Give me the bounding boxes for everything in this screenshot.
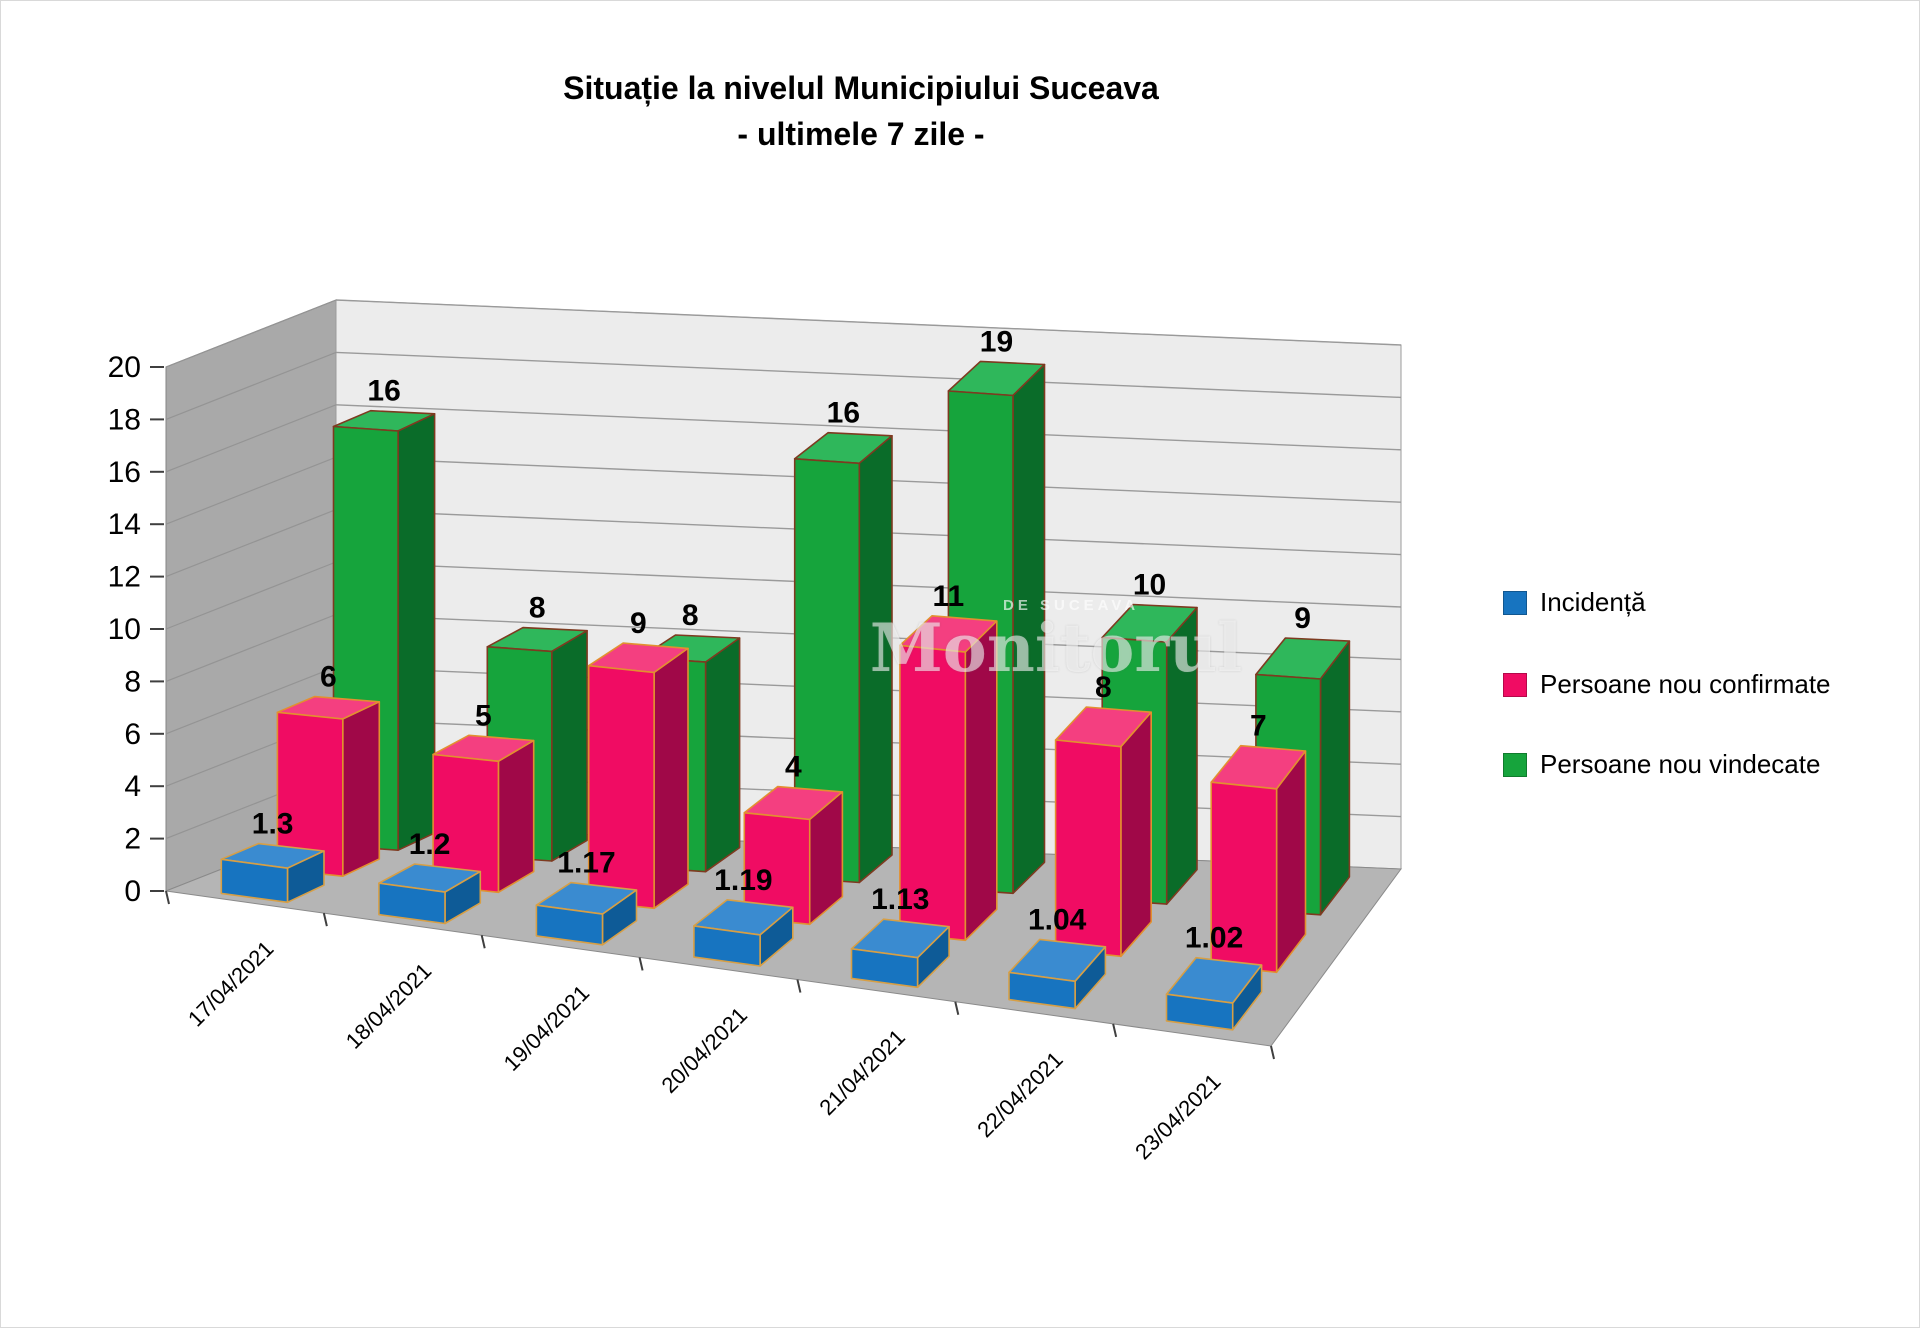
x-axis-label-21/04/2021: 21/04/2021: [814, 1025, 910, 1121]
bar-front-Incidență-20/04/2021: [693, 925, 761, 967]
bar-label-Persoane nou confirmate-20/04/2021: 4: [785, 751, 802, 784]
bar-front-Incidență-18/04/2021: [378, 882, 446, 925]
x-tick: [165, 890, 170, 905]
bar-label-Incidență-22/04/2021: 1.04: [1028, 903, 1087, 936]
bar-label-Persoane nou vindecate-23/04/2021: 9: [1294, 602, 1311, 635]
bar-front-Incidență-17/04/2021: [220, 858, 289, 904]
chart-title-line1: Situație la nivelul Municipiului Suceava: [563, 70, 1159, 106]
legend-label-confirmate: Persoane nou confirmate: [1540, 669, 1831, 699]
bar-label-Persoane nou confirmate-23/04/2021: 7: [1250, 710, 1267, 743]
bar-label-Persoane nou vindecate-19/04/2021: 8: [682, 599, 699, 632]
y-axis-label: 12: [108, 561, 141, 594]
bar-label-Incidență-18/04/2021: 1.2: [409, 828, 451, 861]
y-axis-label: 14: [108, 508, 141, 541]
bar-side-Persoane nou vindecate-19/04/2021: [704, 637, 741, 873]
bar-side-Persoane nou vindecate-21/04/2021: [1012, 363, 1046, 895]
x-tick: [1270, 1045, 1275, 1060]
y-axis-label: 18: [108, 403, 141, 436]
bar-side-Persoane nou confirmate-18/04/2021: [497, 739, 535, 894]
gridline-side: [165, 666, 337, 735]
bar-side-Persoane nou vindecate-20/04/2021: [858, 434, 893, 884]
bar-side-Persoane nou confirmate-19/04/2021: [653, 647, 689, 910]
gridline-side: [165, 456, 337, 525]
bar-front-Incidență-22/04/2021: [1008, 971, 1076, 1010]
y-axis-label: 0: [124, 875, 141, 908]
bar-side-Persoane nou vindecate-17/04/2021: [397, 412, 436, 852]
legend-item-confirmate: Persoane nou confirmate: [1503, 669, 1831, 700]
bar-label-Incidență-21/04/2021: 1.13: [871, 883, 929, 916]
bar-front-Incidență-21/04/2021: [850, 947, 919, 989]
bar-label-Incidență-19/04/2021: 1.17: [557, 847, 615, 880]
bar-label-Persoane nou confirmate-22/04/2021: 8: [1095, 671, 1112, 704]
x-tick: [796, 979, 802, 993]
bar-label-Persoane nou confirmate-19/04/2021: 9: [630, 607, 647, 640]
legend-item-incidenta: Incidență: [1503, 587, 1646, 618]
bar-label-Persoane nou vindecate-17/04/2021: 16: [367, 375, 400, 408]
y-axis-label: 4: [124, 770, 141, 803]
bar-label-Persoane nou vindecate-22/04/2021: 10: [1133, 569, 1166, 602]
x-axis-label-22/04/2021: 22/04/2021: [972, 1047, 1068, 1143]
bar-label-Persoane nou vindecate-20/04/2021: 16: [827, 397, 860, 430]
y-axis-label: 20: [108, 351, 141, 384]
bar-side-Persoane nou vindecate-23/04/2021: [1319, 640, 1351, 916]
bar-label-Incidență-17/04/2021: 1.3: [252, 808, 294, 841]
y-axis-label: 2: [124, 823, 141, 856]
x-axis-label-17/04/2021: 17/04/2021: [183, 936, 279, 1032]
bar-side-Persoane nou confirmate-23/04/2021: [1275, 750, 1307, 974]
x-tick: [638, 957, 644, 971]
bar-label-Incidență-20/04/2021: 1.19: [714, 864, 772, 897]
chart-title-line2: - ultimele 7 zile -: [737, 116, 985, 153]
legend-label-incidenta: Incidență: [1540, 587, 1646, 617]
gridline: [335, 404, 1402, 451]
legend-item-vindecate: Persoane nou vindecate: [1503, 749, 1820, 780]
bar-label-Persoane nou confirmate-21/04/2021: 11: [933, 580, 965, 613]
gridline-side: [165, 509, 337, 578]
x-tick: [480, 935, 486, 949]
bar-side-Persoane nou vindecate-22/04/2021: [1165, 606, 1198, 905]
bar-side-Persoane nou confirmate-17/04/2021: [341, 700, 381, 878]
bar-label-Persoane nou confirmate-18/04/2021: 5: [475, 699, 492, 732]
bar-front-Incidență-19/04/2021: [535, 904, 604, 946]
legend-swatch-vindecate: [1503, 752, 1527, 777]
bar-label-Persoane nou vindecate-18/04/2021: 8: [529, 592, 546, 625]
x-axis-label-20/04/2021: 20/04/2021: [656, 1002, 752, 1098]
legend-label-vindecate: Persoane nou vindecate: [1540, 749, 1821, 779]
x-tick: [1112, 1023, 1118, 1038]
bar-side-Persoane nou confirmate-22/04/2021: [1120, 711, 1152, 958]
bar-label-Persoane nou confirmate-17/04/2021: 6: [320, 661, 337, 694]
bar-label-Persoane nou vindecate-21/04/2021: 19: [980, 325, 1013, 358]
bar-side-Persoane nou confirmate-21/04/2021: [964, 620, 998, 942]
x-tick: [954, 1001, 960, 1015]
bar-front-Incidență-23/04/2021: [1165, 993, 1234, 1031]
bar-side-Persoane nou vindecate-18/04/2021: [550, 629, 588, 862]
gridline-side: [165, 351, 337, 420]
gridline-side: [165, 404, 337, 473]
y-axis-label: 16: [108, 456, 141, 489]
y-axis-label: 10: [108, 613, 141, 646]
gridline-side: [165, 561, 337, 630]
y-axis-label: 8: [124, 665, 141, 698]
x-axis-label-19/04/2021: 19/04/2021: [499, 980, 595, 1076]
bar-label-Incidență-23/04/2021: 1.02: [1185, 922, 1243, 955]
gridline-side: [165, 299, 337, 368]
y-axis-label: 6: [124, 718, 141, 751]
x-tick: [322, 912, 328, 927]
x-axis-label-18/04/2021: 18/04/2021: [341, 958, 437, 1054]
chart-title: Situație la nivelul Municipiului Suceava…: [361, 65, 1361, 158]
legend-swatch-incidenta: [1503, 590, 1527, 615]
gridline: [335, 299, 1402, 346]
x-axis-label-23/04/2021: 23/04/2021: [1130, 1069, 1226, 1165]
gridline-side: [165, 613, 337, 682]
gridline: [335, 351, 1402, 399]
legend-swatch-confirmate: [1503, 672, 1527, 697]
